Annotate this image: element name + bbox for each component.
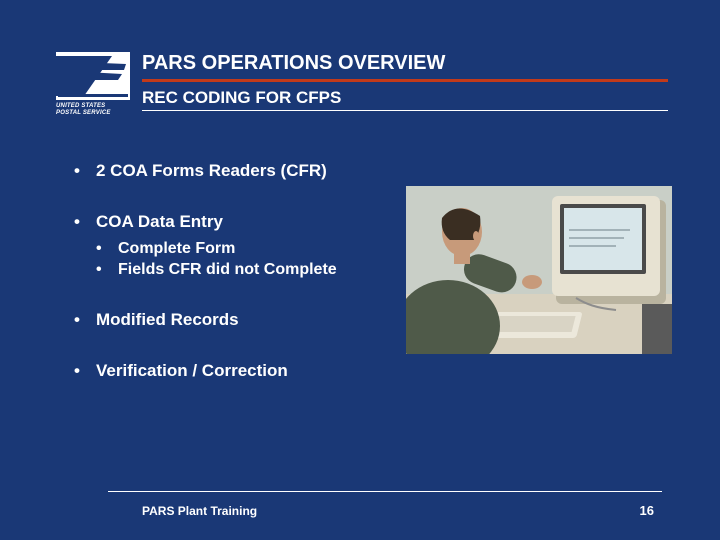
footer-title: PARS Plant Training [142,504,257,518]
list-item: COA Data Entry Complete Form Fields CFR … [74,211,668,281]
logo: UNITED STATES POSTAL SERVICE [56,52,130,116]
page-number: 16 [640,503,654,518]
list-item: Verification / Correction [74,360,668,383]
sub-list: Complete Form Fields CFR did not Complet… [96,238,668,281]
page-subtitle: REC CODING FOR CFPS [142,88,668,111]
list-item: Modified Records [74,309,668,332]
org-line2: POSTAL SERVICE [56,110,130,117]
sub-list-item: Complete Form [96,238,668,260]
bullet-text: 2 COA Forms Readers (CFR) [96,161,327,180]
footer-rule [108,491,662,492]
list-item: 2 COA Forms Readers (CFR) [74,160,668,183]
header: UNITED STATES POSTAL SERVICE PARS OPERAT… [56,52,668,111]
bullet-text: COA Data Entry [96,212,223,231]
bullet-text: Modified Records [96,310,239,329]
org-line1: UNITED STATES [56,103,130,110]
sub-list-item: Fields CFR did not Complete [96,259,668,281]
usps-eagle-icon [56,52,130,100]
org-name: UNITED STATES POSTAL SERVICE [56,103,130,116]
bullet-list: 2 COA Forms Readers (CFR) COA Data Entry… [74,160,668,383]
content: 2 COA Forms Readers (CFR) COA Data Entry… [74,160,668,411]
bullet-text: Verification / Correction [96,361,288,380]
page-title: PARS OPERATIONS OVERVIEW [142,52,668,82]
